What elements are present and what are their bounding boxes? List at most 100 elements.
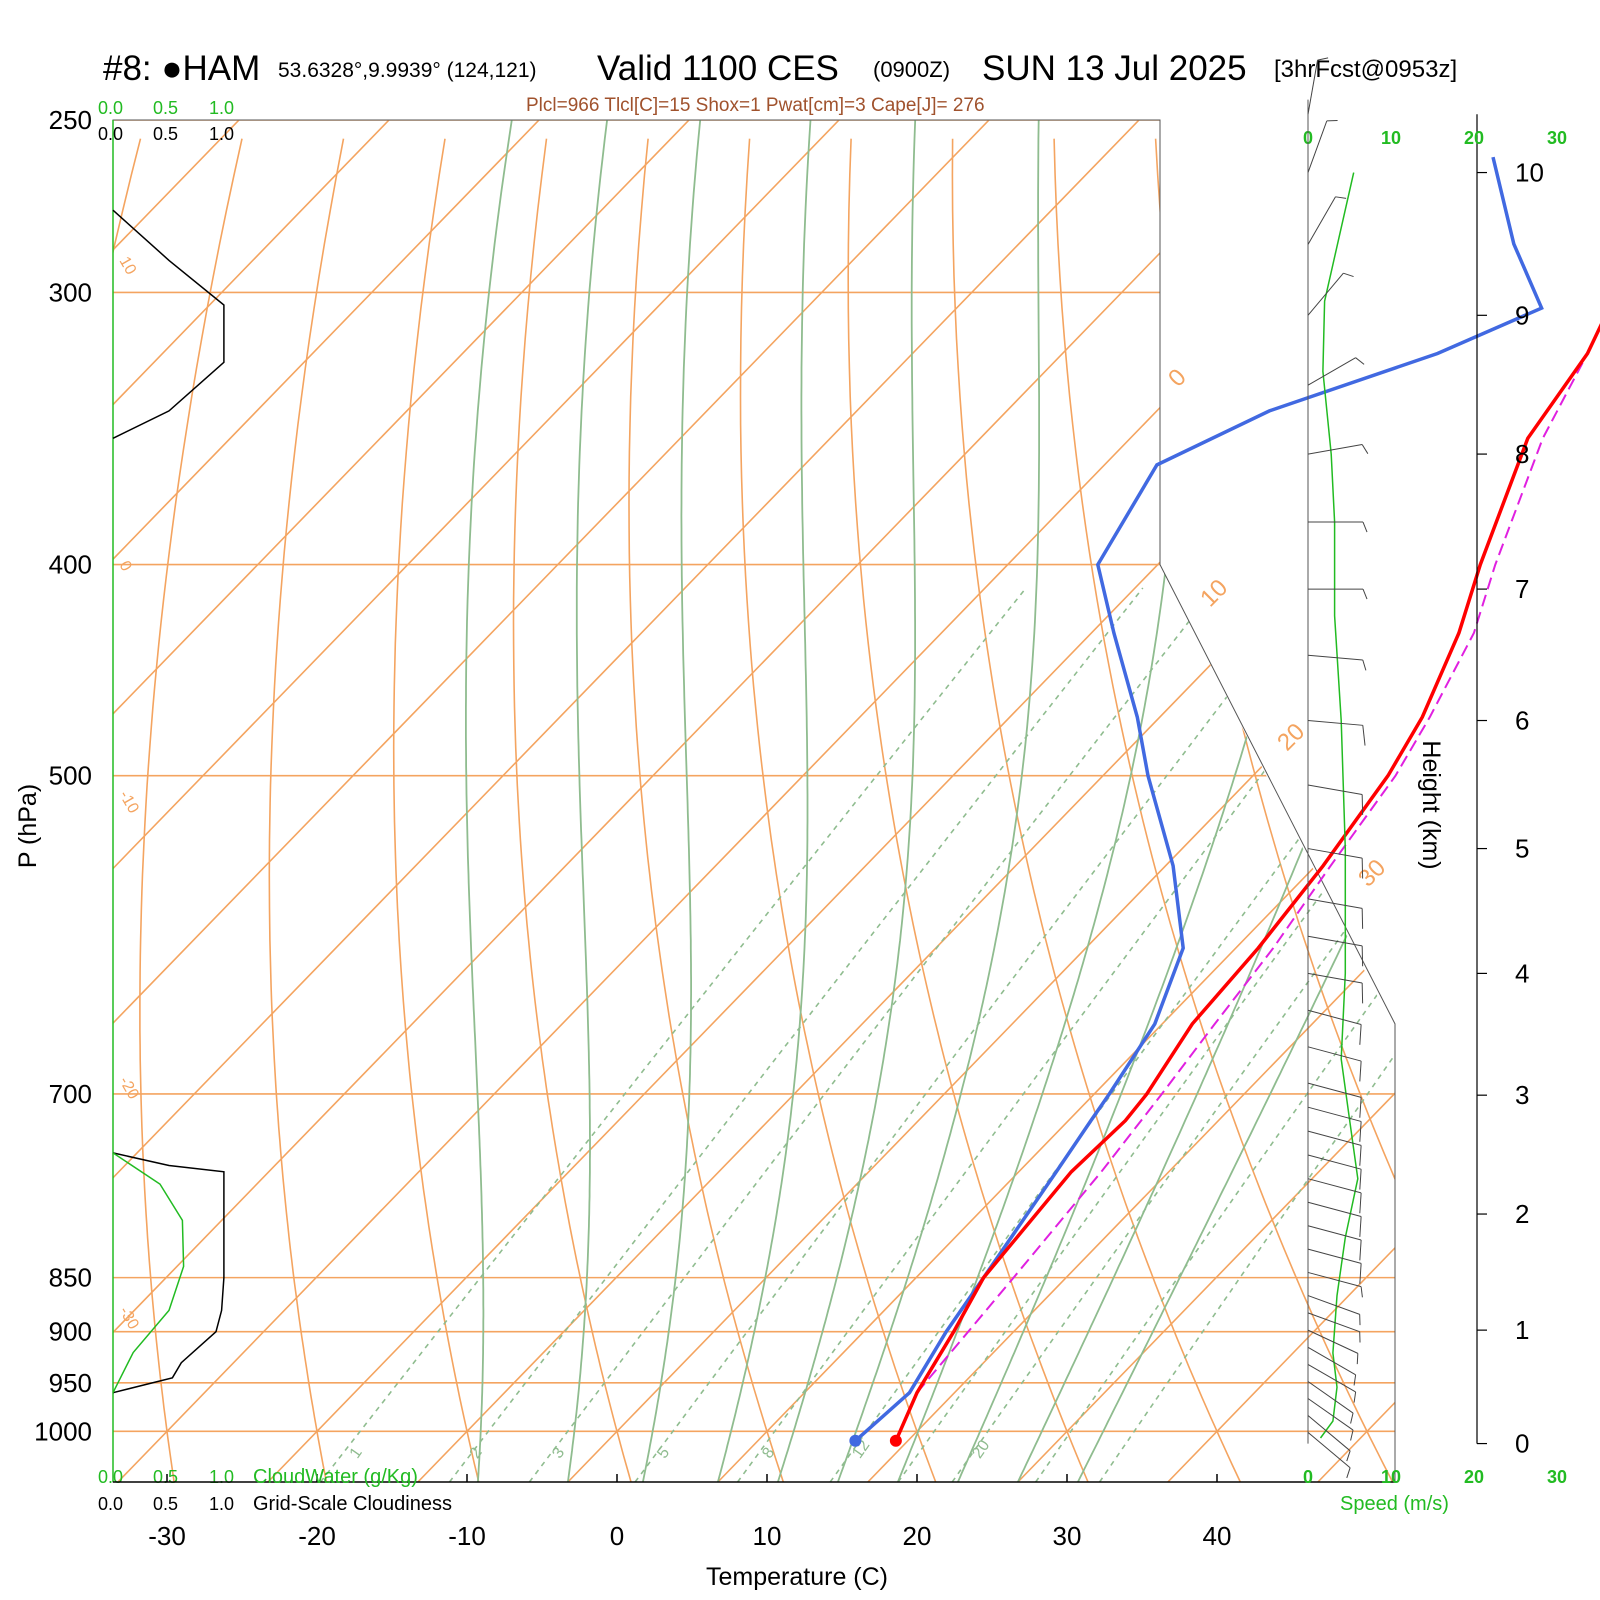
isotherm-right-label: 0 [1163,364,1192,393]
dry-adiabat-line [268,138,345,1482]
wind-barb-staff [1307,1106,1362,1122]
temperature-tick-label: -10 [448,1521,486,1551]
pressure-tick-label: 1000 [34,1416,92,1446]
surface-dewpoint-marker [849,1434,862,1447]
wind-barb [1307,1106,1362,1142]
dry-adiabat-line [847,138,1089,1482]
mixing-ratio-line [448,587,1144,1482]
wind-barb [1307,1398,1354,1441]
wind-barb-staff [1307,1415,1351,1452]
pressure-tick-label: 850 [49,1263,92,1293]
cloudwater-scale-bottom: 1.0 [209,1467,234,1487]
wind-barb [1307,357,1365,386]
wind-barb-staff [1307,1201,1362,1218]
isotherm-right-label: 20 [1272,718,1310,756]
cloudiness-scale-top: 0.5 [153,124,178,144]
y-axis-title: P (hPa) [14,784,42,868]
parcel-line [916,353,1589,1394]
pressure-tick-label: 950 [49,1368,92,1398]
params-label: Plcl=966 Tlcl[C]=15 Shox=1 Pwat[cm]=3 Ca… [526,95,985,116]
wind-barb-staff [1307,1381,1354,1414]
wind-barb-flag [1362,725,1366,746]
mixing-ratio-label: 5 [654,1444,673,1461]
cloudwater-line [112,1152,185,1394]
wind-barb-flag [1359,1192,1362,1214]
wind-barb-staff [1307,1225,1362,1241]
wind-barb [1307,1225,1362,1261]
wind-barb-staff [1307,1364,1356,1393]
wind-barb-flag [1360,1286,1363,1298]
cloudiness-scale-bottom: 0.0 [98,1494,123,1514]
temperature-tick-label: 0 [610,1521,624,1551]
wind-barb [1307,1329,1359,1365]
wind-barb-staff [1307,272,1344,316]
wind-barb-staff [1307,1130,1362,1146]
height-tick-label: 6 [1515,706,1529,736]
wind-barb-staff [1307,1295,1360,1315]
wind-barb-flag [1353,1391,1357,1403]
wind-barb [1307,272,1354,316]
wind-barb [1307,1009,1362,1045]
height-tick-label: 2 [1515,1199,1529,1229]
height-tick-label: 10 [1515,158,1544,188]
wind-speed-tick-top: 30 [1547,128,1567,148]
wind-barb [1307,848,1364,879]
isotherm-line [1017,120,1395,1482]
wind-barb-staff [1307,1178,1362,1194]
isotherm-line [113,120,990,1482]
wind-barb-staff [1307,196,1336,245]
wind-barb-staff [1307,1398,1354,1431]
moist-adiabat-line [1017,120,1395,1482]
isotherm-right-label: 10 [1195,574,1233,612]
wind-speed-tick-bottom: 10 [1381,1467,1401,1487]
mixing-ratio-label: 3 [549,1444,568,1461]
wind-speed-tick-bottom: 0 [1303,1467,1313,1487]
pressure-tick-label: 900 [49,1317,92,1347]
cloudiness-scale-top: 0.0 [98,124,123,144]
height-tick-label: 8 [1515,439,1529,469]
dewpoint-line [854,156,1544,1443]
cloudiness-line [112,1152,225,1394]
isotherm-line [417,120,1395,1482]
wind-barb [1307,1431,1351,1479]
isotherm-line [113,120,390,1482]
cloudiness-scale-bottom: 0.5 [153,1494,178,1514]
pressure-tick-label: 250 [49,105,92,135]
wind-barb-staff [1307,1346,1356,1376]
wind-barb [1307,1346,1357,1386]
mixing-ratio-line [634,587,1311,1482]
wind-barb [1307,898,1364,929]
wind-barb [1307,120,1338,173]
isotherm-label: 10 [116,254,140,278]
height-tick-label: 0 [1515,1429,1529,1459]
wind-barb-flag [1317,57,1329,61]
pressure-tick-label: 300 [49,277,92,307]
dry-adiabat-line [1053,138,1394,1482]
wind-speed-tick-top: 10 [1381,128,1401,148]
wind-barb-flag [1346,1450,1351,1462]
wind-barb-staff [1307,1248,1362,1264]
wind-barb [1307,972,1364,1004]
wind-barb-staff [1307,120,1328,173]
wind-barb-staff [1307,848,1363,859]
wind-barb-flag [1359,1061,1362,1082]
wind-barb-staff [1307,898,1363,909]
temperature-tick-label: 30 [1053,1521,1082,1551]
pressure-tick-label: 400 [49,550,92,580]
wind-barb-staff [1307,720,1363,726]
wind-barb-flag [1359,1097,1362,1118]
dry-adiabat-line [1460,139,1600,1482]
station-label: #8: ●HAM [103,49,260,88]
wind-barb-staff [1307,1271,1362,1288]
y2-axis-title: Height (km) [1417,740,1445,869]
wind-barb [1308,588,1368,600]
cloudwater-label: CloudWater (g/Kg) [253,1466,418,1488]
isotherm-label: 0 [116,558,135,574]
wind-barb [1307,1046,1362,1082]
isotherm-line [1167,120,1395,1482]
wind-barb-staff [1307,1154,1362,1170]
wind-barb [1307,1271,1363,1298]
cloudwater-scale-top: 0.5 [153,98,178,118]
